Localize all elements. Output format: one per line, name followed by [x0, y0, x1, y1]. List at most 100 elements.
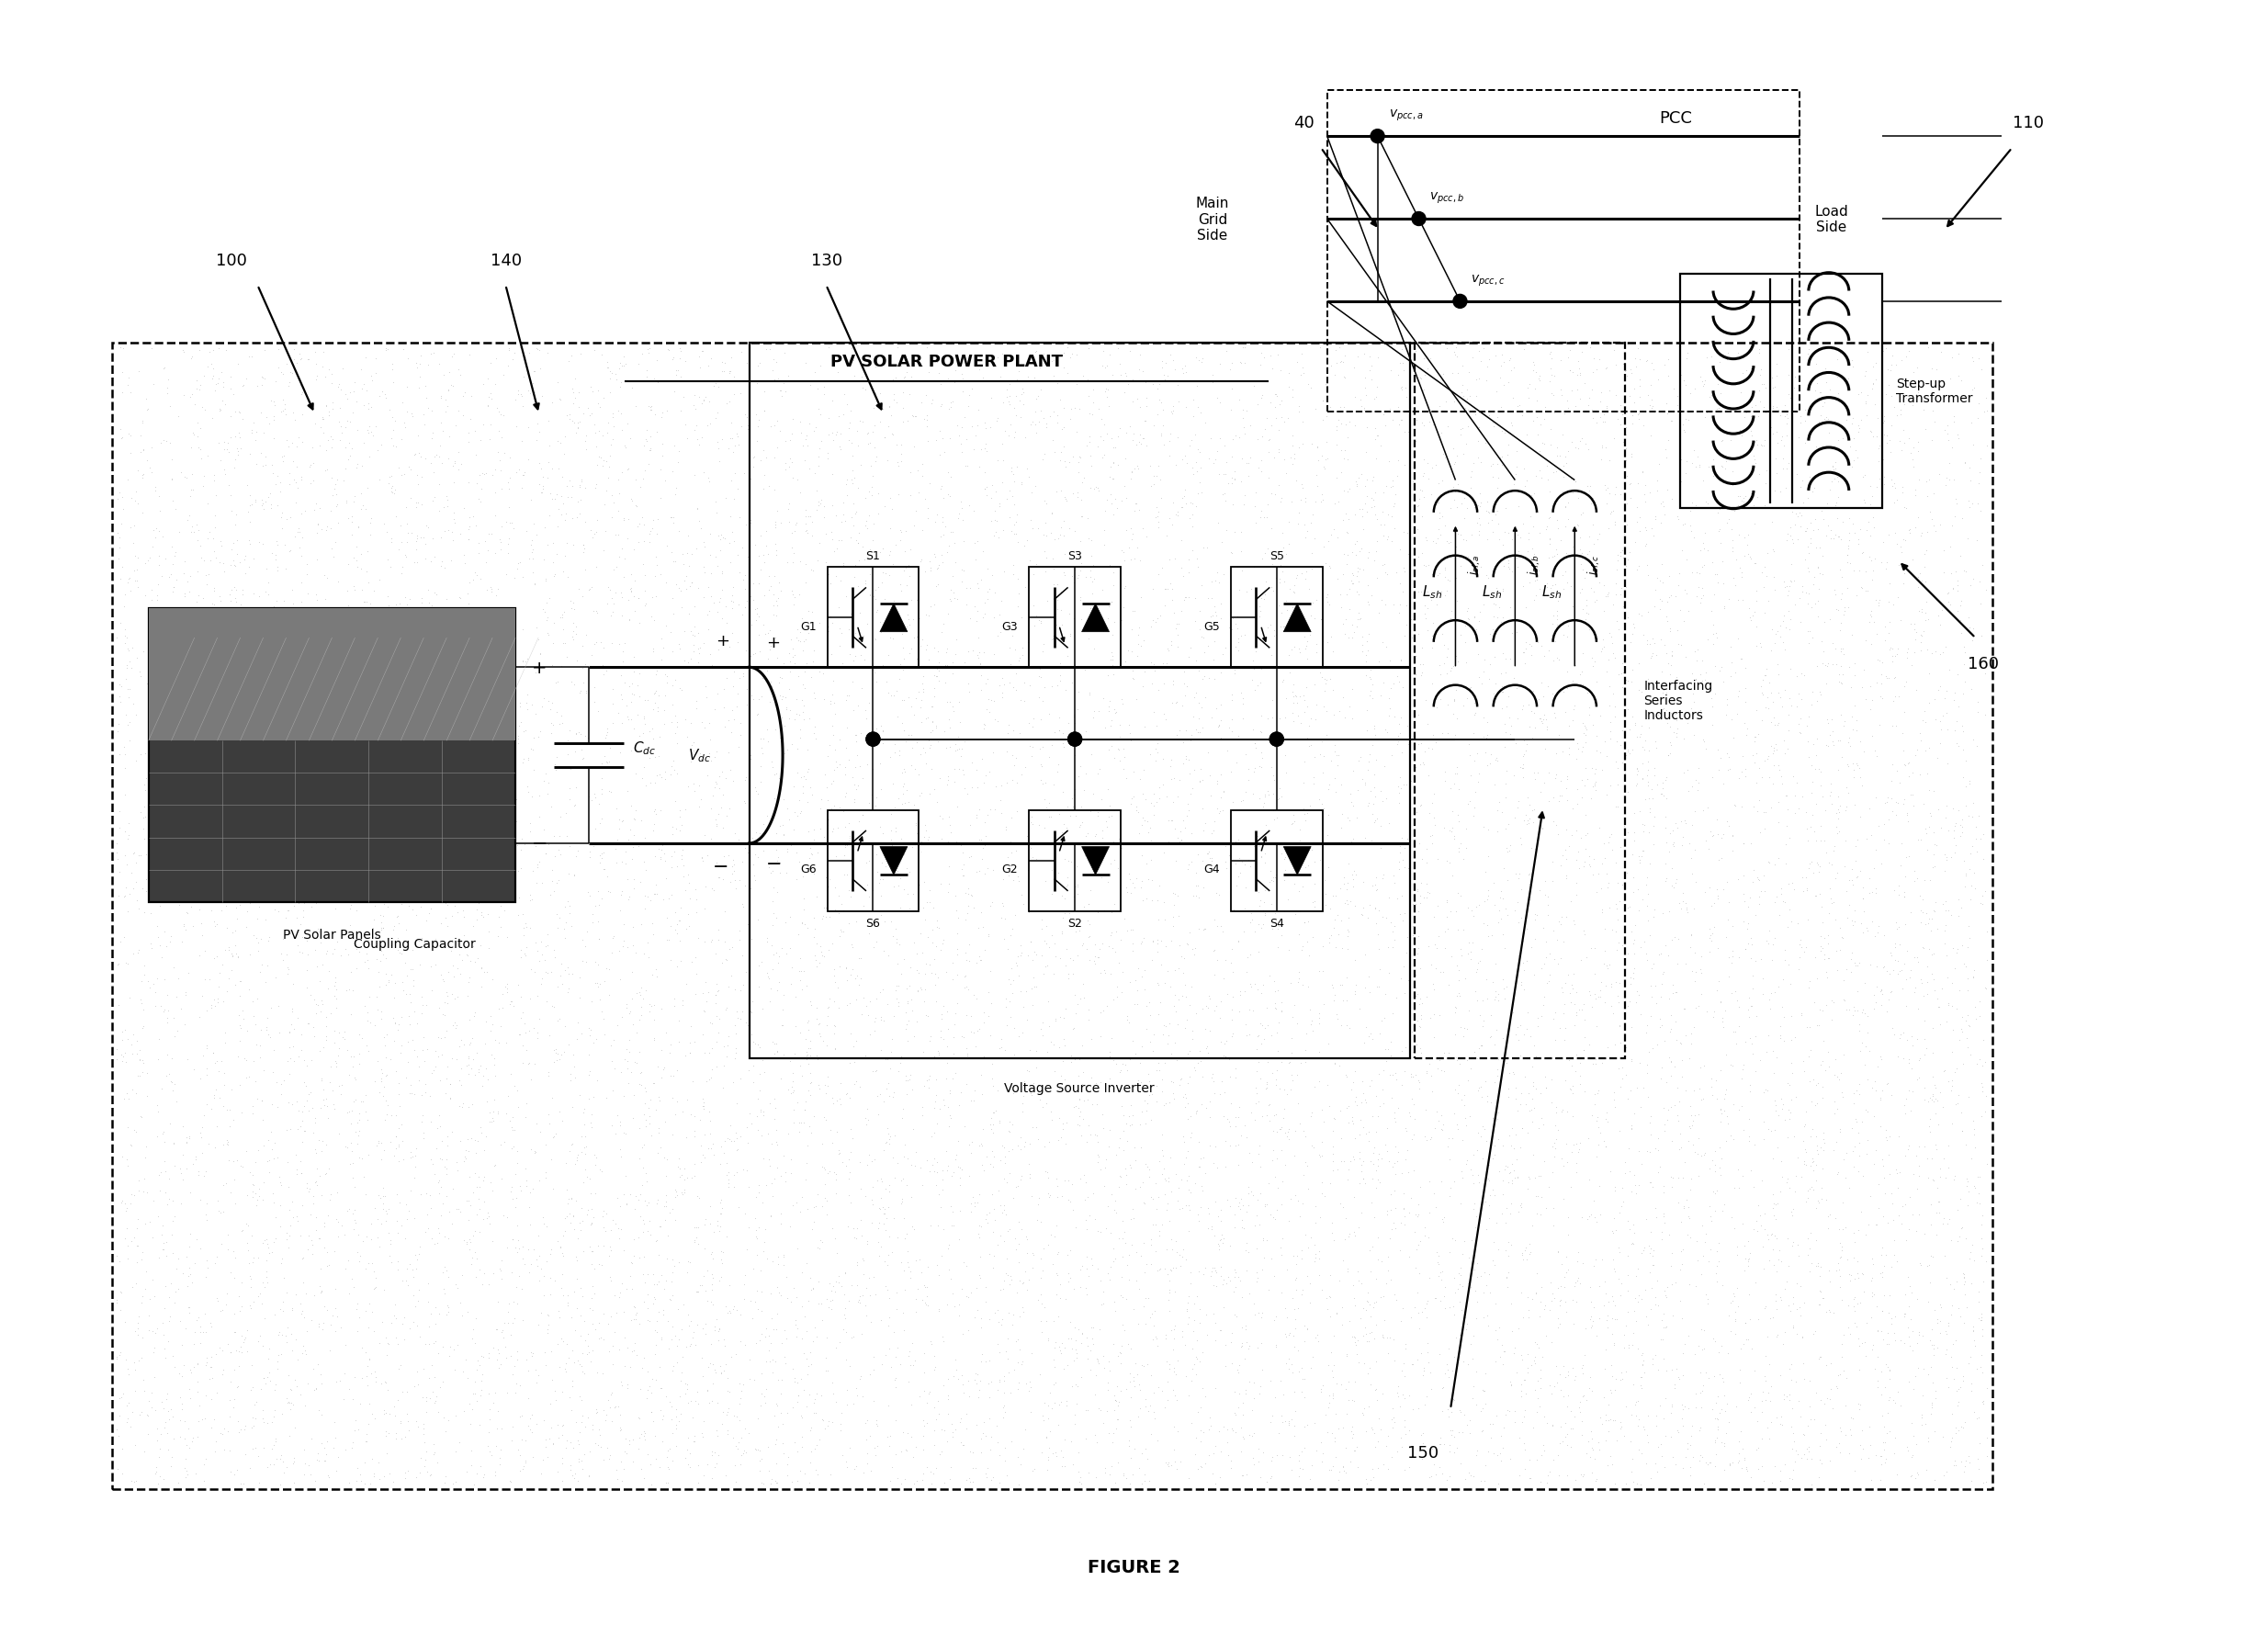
Point [680, 620, 717, 647]
Point [458, 563, 494, 589]
Point [1660, 1419, 1696, 1445]
Point [1157, 545, 1193, 571]
Point [213, 599, 249, 625]
Point [1785, 784, 1821, 810]
Point [744, 949, 780, 976]
Point [1420, 1262, 1456, 1288]
Point [383, 1408, 420, 1434]
Point [560, 1210, 596, 1236]
Point [1295, 889, 1331, 915]
Point [531, 832, 567, 858]
Point [848, 1112, 885, 1138]
Point [1950, 913, 1987, 940]
Point [819, 1269, 855, 1295]
Point [1470, 709, 1506, 735]
Point [1574, 994, 1610, 1020]
Point [1309, 429, 1345, 455]
Point [1613, 485, 1649, 511]
Point [1413, 832, 1449, 858]
Point [1313, 1457, 1349, 1483]
Point [188, 571, 225, 598]
Point [540, 427, 576, 453]
Point [277, 688, 313, 714]
Point [855, 511, 891, 537]
Point [794, 524, 830, 550]
Point [767, 457, 803, 483]
Point [1486, 519, 1522, 545]
Point [1320, 902, 1356, 928]
Point [433, 727, 469, 753]
Point [179, 517, 215, 543]
Point [1760, 679, 1796, 706]
Point [338, 1318, 374, 1344]
Point [268, 401, 304, 427]
Point [903, 634, 939, 660]
Point [1200, 570, 1236, 596]
Point [1424, 481, 1461, 507]
Point [331, 1280, 367, 1306]
Point [118, 1028, 154, 1054]
Point [1027, 953, 1064, 979]
Point [268, 396, 304, 422]
Point [1311, 1390, 1347, 1416]
Point [288, 804, 324, 830]
Point [1545, 1146, 1581, 1172]
Point [1742, 635, 1778, 661]
Point [642, 1398, 678, 1424]
Point [340, 710, 376, 737]
Point [685, 1085, 721, 1112]
Point [699, 553, 735, 579]
Point [206, 763, 243, 789]
Point [1560, 856, 1597, 882]
Point [635, 992, 671, 1018]
Point [1383, 825, 1420, 851]
Point [270, 1049, 306, 1076]
Point [1111, 1432, 1148, 1459]
Point [1427, 768, 1463, 794]
Point [1685, 1053, 1721, 1079]
Point [637, 1007, 674, 1033]
Point [1463, 1033, 1499, 1059]
Point [789, 1151, 826, 1177]
Point [1098, 1187, 1134, 1213]
Point [1869, 1128, 1905, 1154]
Point [1919, 985, 1955, 1012]
Point [1567, 714, 1603, 740]
Point [218, 1244, 254, 1270]
Point [1696, 1138, 1733, 1164]
Point [1188, 1033, 1225, 1059]
Point [558, 792, 594, 818]
Point [719, 694, 755, 720]
Point [324, 1025, 361, 1051]
Point [642, 1115, 678, 1141]
Point [1281, 684, 1318, 710]
Point [290, 1370, 327, 1396]
Point [538, 699, 574, 725]
Point [1644, 959, 1681, 985]
Point [1930, 413, 1966, 439]
Point [882, 521, 919, 547]
Point [1002, 381, 1039, 408]
Point [127, 583, 163, 609]
Point [247, 337, 284, 363]
Point [1306, 881, 1343, 907]
Point [921, 1180, 957, 1206]
Point [1510, 1241, 1547, 1267]
Point [1767, 393, 1803, 419]
Point [712, 411, 748, 437]
Point [896, 625, 932, 652]
Point [1619, 771, 1656, 797]
Point [1962, 989, 1998, 1015]
Point [685, 388, 721, 414]
Point [1408, 837, 1445, 863]
Point [1438, 678, 1474, 704]
Point [1753, 1305, 1789, 1331]
Point [1563, 825, 1599, 851]
Point [451, 1164, 488, 1190]
Point [966, 435, 1002, 462]
Point [1427, 445, 1463, 471]
Point [742, 604, 778, 630]
Point [1440, 1116, 1476, 1143]
Point [297, 1205, 333, 1231]
Point [1765, 434, 1801, 460]
